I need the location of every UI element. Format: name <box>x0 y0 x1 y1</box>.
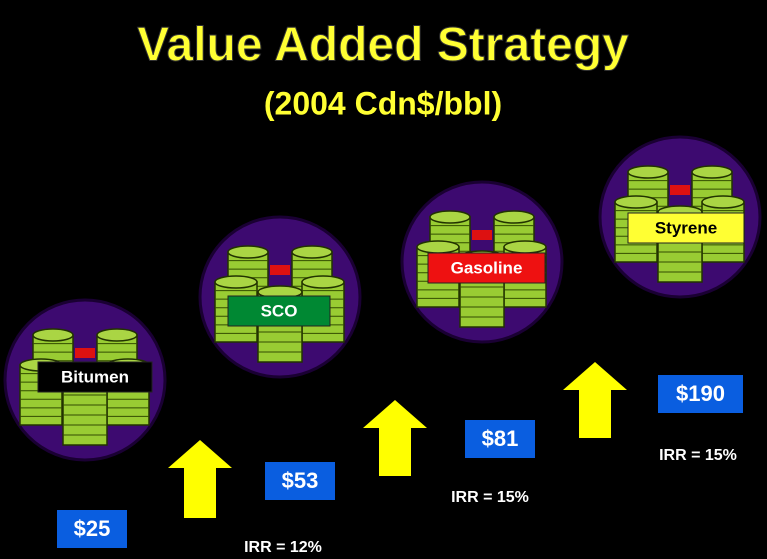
barrel-top <box>302 276 344 288</box>
barrel-cap <box>472 230 492 240</box>
barrel-cap <box>670 185 690 195</box>
price: $190 <box>676 381 725 406</box>
barrel-top <box>504 241 546 253</box>
barrel-top <box>228 246 268 258</box>
barrel-top <box>292 246 332 258</box>
barrel-top <box>628 166 668 178</box>
barrel-top <box>615 196 657 208</box>
stage-label: Bitumen <box>61 367 129 386</box>
barrel-top <box>430 211 470 223</box>
barrel-top <box>33 329 73 341</box>
price: $25 <box>74 516 111 541</box>
subtitle: (2004 Cdn$/bbl) <box>264 85 502 121</box>
slide: Value Added Strategy (2004 Cdn$/bbl) Bit… <box>0 0 767 559</box>
price: $81 <box>482 426 519 451</box>
irr-label: IRR = 15% <box>659 447 737 464</box>
stage-label: SCO <box>261 301 298 320</box>
title: Value Added Strategy <box>137 19 629 72</box>
barrel-top <box>494 211 534 223</box>
stage-label: Gasoline <box>451 258 523 277</box>
barrel-cap <box>270 265 290 275</box>
barrel-top <box>215 276 257 288</box>
barrel-top <box>417 241 459 253</box>
price: $53 <box>282 468 319 493</box>
irr-label: IRR = 12% <box>244 539 322 556</box>
barrel-top <box>97 329 137 341</box>
irr-label: IRR = 15% <box>451 489 529 506</box>
stage-label: Styrene <box>655 218 717 237</box>
barrel-top <box>692 166 732 178</box>
barrel-cap <box>75 348 95 358</box>
barrel-top <box>702 196 744 208</box>
